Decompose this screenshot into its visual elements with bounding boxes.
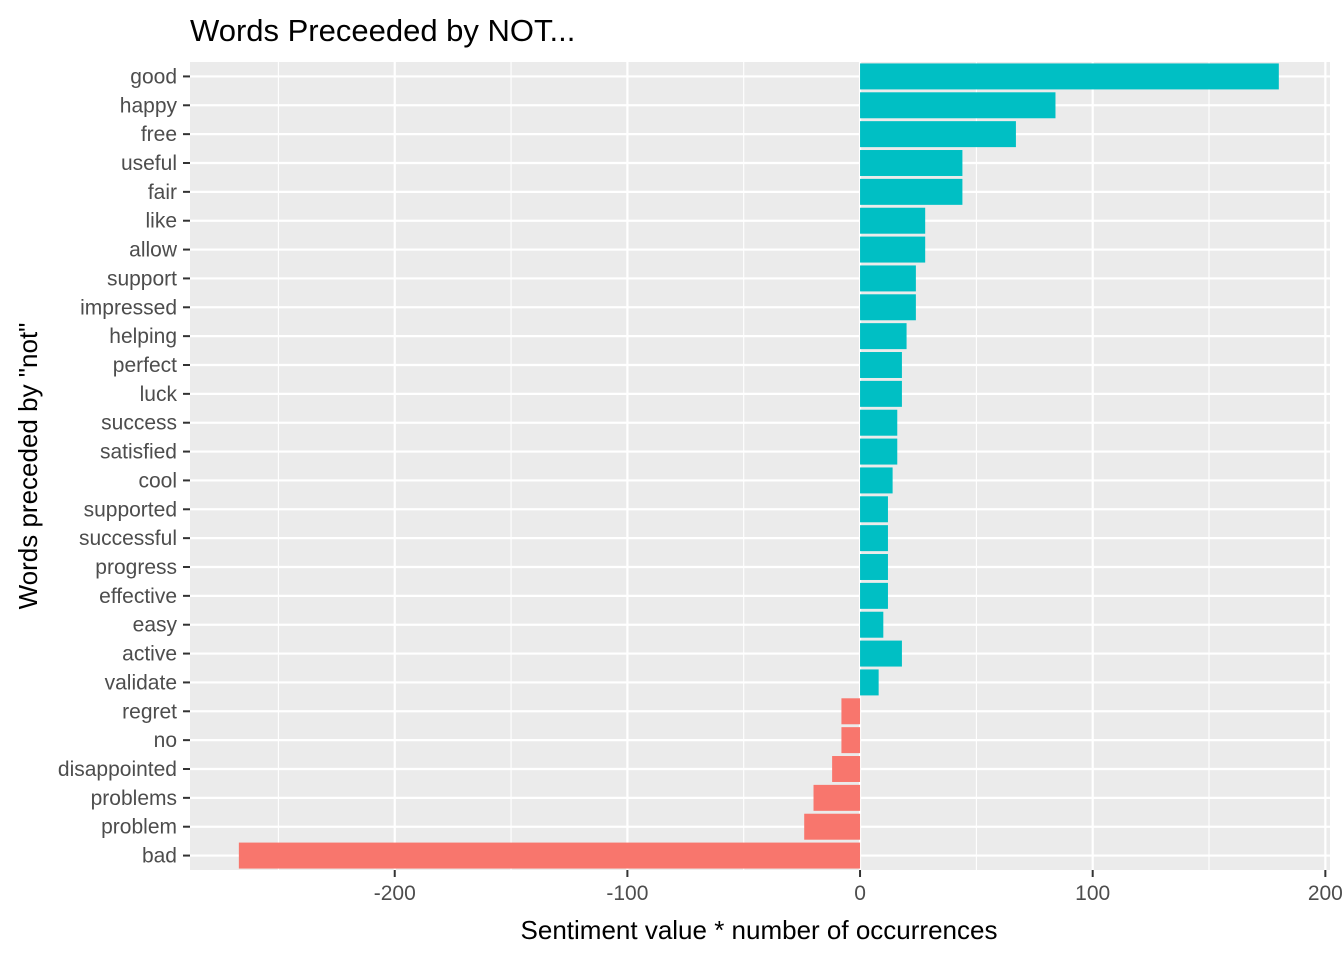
bar-satisfied [860, 438, 898, 465]
bar-free [860, 121, 1016, 148]
x-tick-label: -100 [606, 882, 648, 905]
bar-fair [860, 178, 963, 205]
y-tick-label: supported [84, 498, 177, 521]
y-tick-label: problems [91, 787, 177, 810]
y-tick-label: helping [109, 325, 177, 348]
y-tick-label: validate [105, 671, 177, 694]
bar-allow [860, 236, 926, 263]
chart-title: Words Preceeded by NOT... [190, 13, 575, 48]
y-tick-label: progress [95, 556, 177, 579]
y-axis: good happy free useful fair like allow support i… [58, 65, 190, 868]
x-axis-title: Sentiment value * number of occurrences [521, 915, 998, 945]
x-tick-label: 0 [854, 882, 866, 905]
bars [238, 63, 1279, 869]
bar-problems [813, 784, 861, 811]
y-tick-label: active [122, 643, 177, 666]
bar-like [860, 207, 926, 234]
bar-luck [860, 380, 902, 407]
y-axis-title: Words preceded by "not" [13, 323, 43, 610]
y-tick-label: happy [120, 94, 178, 117]
y-tick-label: cool [138, 469, 177, 492]
y-tick-label: bad [142, 845, 177, 868]
bar-useful [860, 150, 963, 176]
bar-success [860, 409, 898, 436]
bar-successful [860, 525, 888, 552]
y-tick-label: perfect [113, 354, 177, 377]
bar-perfect [860, 352, 902, 378]
bar-validate [860, 669, 879, 696]
y-tick-label: good [130, 65, 177, 88]
bar-support [860, 265, 916, 292]
y-tick-label: satisfied [100, 441, 177, 464]
bar-bad [238, 842, 861, 869]
y-tick-label: successful [79, 527, 177, 550]
bar-disappointed [832, 756, 861, 782]
plot-panel [190, 62, 1330, 870]
bar-problem [804, 813, 861, 840]
bar-helping [860, 323, 907, 350]
y-tick-label: free [141, 123, 177, 146]
y-tick-label: like [145, 210, 177, 233]
bar-good [860, 63, 1279, 90]
x-axis: -200 -100 0 100 200 [374, 870, 1343, 905]
y-tick-label: fair [148, 181, 177, 204]
y-tick-label: regret [122, 700, 177, 723]
major-gridlines [190, 62, 1330, 870]
bar-easy [860, 611, 884, 638]
bar-cool [860, 467, 893, 494]
y-tick-label: luck [140, 383, 178, 406]
bar-supported [860, 496, 888, 523]
y-tick-label: allow [129, 239, 178, 262]
minor-gridlines [277, 62, 1210, 870]
y-tick-label: useful [121, 152, 177, 175]
x-tick-label: 200 [1308, 882, 1343, 905]
x-tick-label: 100 [1075, 882, 1110, 905]
y-tick-label: support [107, 267, 177, 290]
y-tick-label: effective [99, 585, 177, 608]
y-tick-label: problem [101, 816, 177, 839]
bar-happy [860, 92, 1056, 119]
y-tick-label: disappointed [58, 758, 177, 781]
bar-impressed [860, 294, 916, 321]
bar-regret [841, 698, 861, 725]
x-tick-label: -200 [374, 882, 416, 905]
bar-no [841, 727, 861, 754]
bar-effective [860, 582, 888, 609]
y-tick-label: success [101, 412, 177, 435]
y-tick-label: easy [133, 614, 178, 637]
bar-active [860, 640, 902, 667]
y-tick-label: impressed [80, 296, 177, 319]
y-tick-label: no [154, 729, 177, 752]
bar-progress [860, 554, 888, 580]
